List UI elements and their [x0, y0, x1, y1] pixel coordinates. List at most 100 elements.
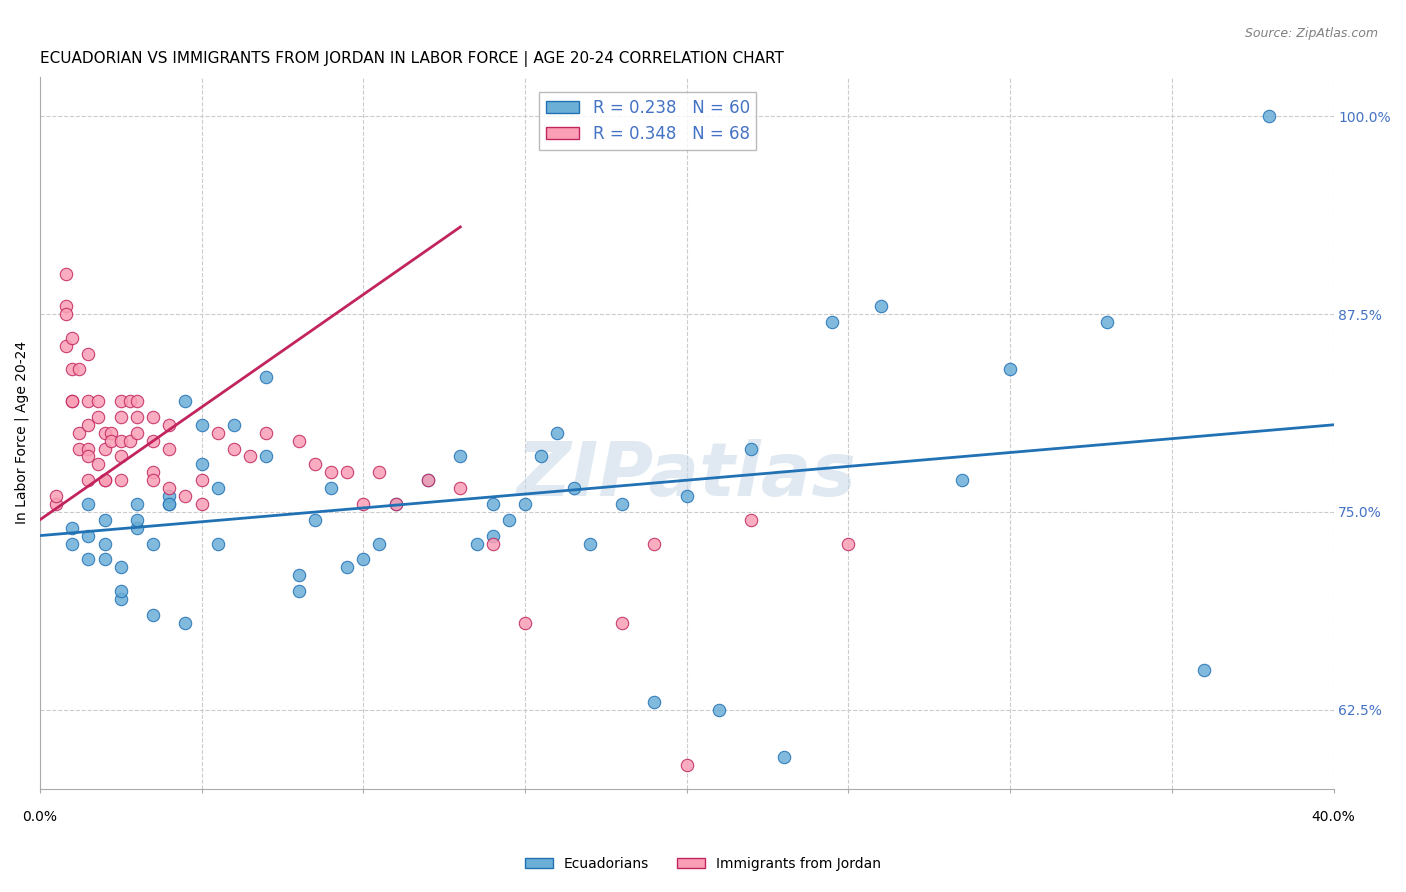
Point [120, 394, 142, 409]
Legend: Ecuadorians, Immigrants from Jordan: Ecuadorians, Immigrants from Jordan [520, 851, 886, 876]
Point [610, 497, 633, 511]
Point [190, 458, 212, 472]
Point [707, 703, 730, 717]
Point [513, 497, 536, 511]
Point [869, 299, 891, 313]
Point [239, 450, 262, 464]
Point [174, 489, 197, 503]
Point [93, 425, 115, 440]
Point [120, 434, 142, 448]
Point [1257, 109, 1279, 123]
Point [998, 362, 1021, 376]
Y-axis label: In Labor Force | Age 20-24: In Labor Force | Age 20-24 [15, 341, 30, 524]
Point [449, 481, 471, 495]
Point [67, 425, 90, 440]
Point [254, 370, 277, 384]
Legend: R = 0.238   N = 60, R = 0.348   N = 68: R = 0.238 N = 60, R = 0.348 N = 68 [540, 92, 756, 150]
Point [174, 394, 197, 409]
Point [77, 394, 100, 409]
Point [100, 434, 122, 448]
Point [125, 521, 148, 535]
Point [190, 473, 212, 487]
Point [125, 409, 148, 424]
Point [304, 513, 326, 527]
Point [837, 536, 859, 550]
Point [142, 473, 165, 487]
Text: ECUADORIAN VS IMMIGRANTS FROM JORDAN IN LABOR FORCE | AGE 20-24 CORRELATION CHAR: ECUADORIAN VS IMMIGRANTS FROM JORDAN IN … [39, 51, 783, 67]
Point [416, 473, 439, 487]
Point [336, 465, 359, 479]
Point [93, 536, 115, 550]
Point [110, 409, 132, 424]
Point [77, 528, 100, 542]
Point [157, 497, 180, 511]
Point [254, 450, 277, 464]
Point [157, 489, 180, 503]
Point [740, 513, 762, 527]
Point [67, 362, 90, 376]
Point [77, 473, 100, 487]
Point [254, 425, 277, 440]
Point [87, 394, 110, 409]
Point [513, 615, 536, 630]
Point [77, 346, 100, 360]
Point [643, 536, 665, 550]
Point [142, 465, 165, 479]
Point [125, 497, 148, 511]
Point [157, 497, 180, 511]
Point [190, 497, 212, 511]
Point [77, 552, 100, 566]
Point [110, 560, 132, 574]
Point [821, 315, 844, 329]
Point [384, 497, 406, 511]
Point [498, 513, 520, 527]
Point [368, 465, 391, 479]
Point [207, 425, 229, 440]
Point [157, 442, 180, 456]
Point [142, 536, 165, 550]
Point [77, 417, 100, 432]
Point [45, 489, 67, 503]
Point [304, 458, 326, 472]
Point [449, 450, 471, 464]
Point [287, 434, 309, 448]
Point [530, 450, 553, 464]
Point [207, 481, 229, 495]
Point [60, 394, 83, 409]
Point [950, 473, 973, 487]
Text: 40.0%: 40.0% [1312, 810, 1355, 824]
Point [465, 536, 488, 550]
Point [578, 536, 600, 550]
Point [125, 394, 148, 409]
Point [142, 434, 165, 448]
Point [60, 362, 83, 376]
Point [87, 458, 110, 472]
Text: ZIPatlas: ZIPatlas [517, 439, 856, 512]
Point [1192, 663, 1215, 677]
Point [110, 434, 132, 448]
Point [157, 481, 180, 495]
Point [287, 568, 309, 582]
Point [740, 442, 762, 456]
Point [60, 536, 83, 550]
Point [610, 615, 633, 630]
Point [643, 695, 665, 709]
Point [93, 473, 115, 487]
Point [77, 497, 100, 511]
Point [1095, 315, 1118, 329]
Point [142, 409, 165, 424]
Point [546, 425, 568, 440]
Point [675, 489, 697, 503]
Point [562, 481, 585, 495]
Point [55, 339, 77, 353]
Point [287, 584, 309, 599]
Point [125, 513, 148, 527]
Point [110, 584, 132, 599]
Point [77, 450, 100, 464]
Point [110, 450, 132, 464]
Point [481, 536, 503, 550]
Point [384, 497, 406, 511]
Point [481, 528, 503, 542]
Point [675, 758, 697, 772]
Point [368, 536, 391, 550]
